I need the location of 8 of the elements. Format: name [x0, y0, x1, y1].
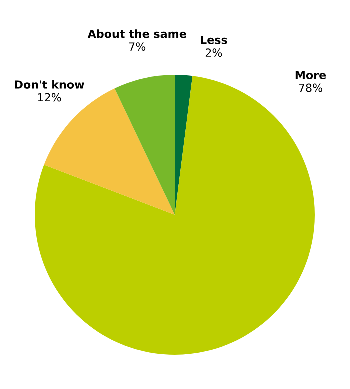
- data-label: 2%: [206, 48, 222, 58]
- slice-label: Less: [201, 36, 228, 44]
- data-label: 12%: [38, 93, 62, 102]
- slice-label: Don't know: [15, 80, 84, 89]
- data-label: 7%: [129, 42, 146, 51]
- slice-label: About the same: [88, 30, 186, 38]
- data-label: 78%: [299, 84, 322, 92]
- slice-label: More: [296, 71, 326, 80]
